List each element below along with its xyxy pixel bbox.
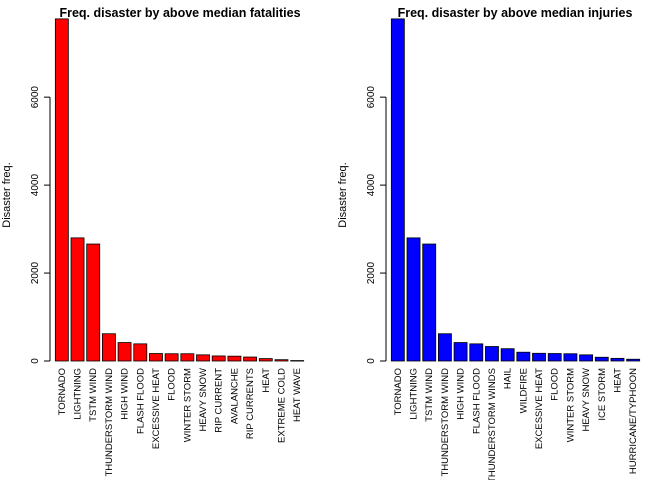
category-label: FLOOD <box>550 368 561 401</box>
y-tick-label: 4000 <box>366 174 377 197</box>
chart-panel-2: Freq. disaster by above median injuries D… <box>337 6 641 480</box>
category-label: HIGH WIND <box>456 368 467 420</box>
category-label: WINTER STORM <box>565 368 576 442</box>
category-label: WINTER STORM <box>182 368 193 442</box>
category-label: THUNDERSTORM WIND <box>104 368 115 477</box>
category-label: TORNADO <box>393 368 404 415</box>
bar-lightning <box>406 237 421 362</box>
category-label: HAIL <box>503 368 514 389</box>
y-tick-label: 4000 <box>30 174 41 197</box>
bar-heat-wave <box>290 360 305 362</box>
bar-heavy-snow <box>196 354 210 362</box>
y-tick-label: 2000 <box>30 261 41 284</box>
bar-flash-flood <box>133 343 148 362</box>
bar-heat <box>610 357 625 362</box>
category-label: ICE STORM <box>597 368 608 421</box>
category-label: THUNDERSTORM WIND <box>440 368 451 477</box>
category-label: FLOOD <box>167 368 178 401</box>
y-axis-title: Disaster freq. <box>337 162 349 227</box>
category-label: FLASH FLOOD <box>471 368 482 434</box>
bar-rip-current <box>211 355 226 362</box>
bar-hail <box>500 348 515 362</box>
category-label: HIGH WIND <box>120 368 131 420</box>
category-label: RIP CURRENT <box>214 368 225 433</box>
y-tick-label: 0 <box>366 358 377 364</box>
y-axis-title: Disaster freq. <box>1 162 13 227</box>
y-tick-label: 6000 <box>366 86 377 109</box>
bar-hurricane-typhoon <box>626 358 641 362</box>
bar-excessive-heat <box>149 353 163 362</box>
category-label: LIGHTNING <box>409 368 420 420</box>
category-label: HEAT <box>612 368 623 393</box>
category-label: HURRICANE/TYPHOON <box>628 368 639 474</box>
bar-winter-storm <box>180 353 195 362</box>
category-label: HEAVY SNOW <box>198 368 209 432</box>
category-label: TSTM WIND <box>424 368 435 422</box>
chart-title: Freq. disaster by above median fatalitie… <box>59 6 300 20</box>
bar-high-wind <box>453 342 468 362</box>
bar-extreme-cold <box>274 359 289 362</box>
bar-lightning <box>70 237 85 362</box>
category-label: AVALANCHE <box>229 368 240 424</box>
bar-heavy-snow <box>579 354 594 362</box>
bar-tstm-wind <box>422 243 437 362</box>
category-label: THUNDERSTORM WINDS <box>487 368 498 480</box>
category-label: EXCESSIVE HEAT <box>534 368 545 449</box>
bar-ice-storm <box>594 356 609 362</box>
bar-high-wind <box>117 342 132 362</box>
y-tick-label: 0 <box>30 358 41 364</box>
category-label: EXTREME COLD <box>276 368 287 443</box>
chart-title: Freq. disaster by above median injuries <box>398 6 633 20</box>
y-tick-label: 2000 <box>366 261 377 284</box>
bar-thunderstorm-wind <box>102 333 116 362</box>
bar-excessive-heat <box>532 352 546 362</box>
bar-heat <box>258 358 273 362</box>
category-label: FLASH FLOOD <box>135 368 146 434</box>
category-label: HEAT WAVE <box>292 368 303 422</box>
bar-tornado <box>390 18 405 362</box>
category-label: LIGHTNING <box>73 368 84 420</box>
category-label: WILDFIRE <box>518 368 529 413</box>
category-label: TORNADO <box>57 368 68 415</box>
bar-flash-flood <box>469 343 484 362</box>
bar-tornado <box>54 18 69 362</box>
bar-rip-currents <box>243 356 258 362</box>
bar-flood <box>164 353 179 362</box>
bar-avalanche <box>227 355 242 362</box>
chart-panel-1: Freq. disaster by above median fatalitie… <box>1 6 305 477</box>
bar-flood <box>547 353 562 362</box>
y-tick-label: 6000 <box>30 86 41 109</box>
bar-tstm-wind <box>86 243 101 362</box>
category-label: EXCESSIVE HEAT <box>151 368 162 449</box>
bar-winter-storm <box>563 353 578 362</box>
bar-thunderstorm-wind <box>437 333 452 362</box>
category-label: RIP CURRENTS <box>245 368 256 439</box>
category-label: HEAT <box>261 368 272 393</box>
category-label: TSTM WIND <box>88 368 99 422</box>
category-label: HEAVY SNOW <box>581 368 592 432</box>
bar-wildfire <box>516 351 531 362</box>
bar-thunderstorm-winds <box>485 346 499 362</box>
